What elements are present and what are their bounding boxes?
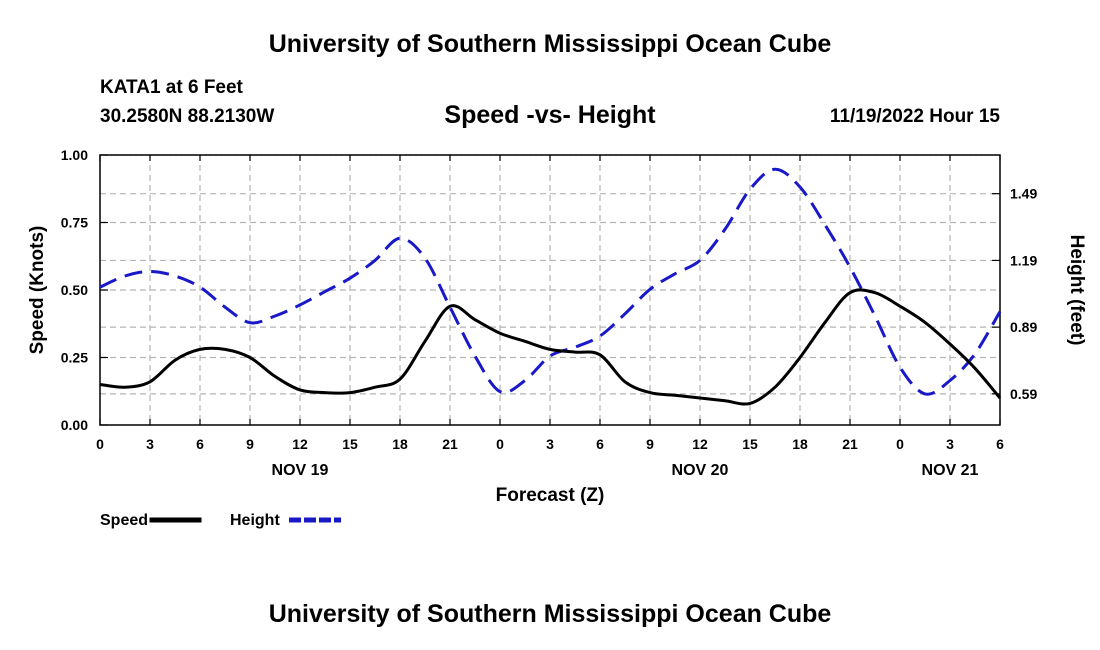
axis-labels: 0 3 6 9 12 15 18 21 0 3 6 9 12 15 18 21 0 3 6 0.00 0.25 0.50 0… (27, 147, 1087, 506)
legend-label-speed: Speed (100, 512, 148, 529)
x-tick-label: 15 (342, 436, 358, 452)
x-tick-label: 9 (646, 436, 654, 452)
series-line-speed (99, 288, 1002, 406)
axis-ticks (99, 154, 1001, 426)
x-tick-label: 6 (196, 436, 204, 452)
grid-lines (100, 154, 1000, 425)
x-tick-label: 0 (96, 436, 104, 452)
main-title: University of Southern Mississippi Ocean… (268, 30, 832, 58)
station-coordinates: 30.2580N 88.2130W (100, 106, 275, 127)
x-tick-label: 3 (146, 436, 154, 452)
legend-label-height: Height (230, 512, 280, 529)
x-tick-label: 9 (246, 436, 254, 452)
x-axis-title: Forecast (Z) (496, 485, 605, 506)
legend: Speed Height (100, 512, 341, 529)
y2-tick-label: 0.89 (1010, 319, 1037, 335)
forecast-datetime: 11/19/2022 Hour 15 (829, 106, 1000, 127)
x-tick-label: 0 (496, 436, 504, 452)
y-tick-label: 1.00 (61, 147, 88, 163)
y2-tick-label: 0.59 (1010, 386, 1037, 402)
x-tick-label: 6 (596, 436, 604, 452)
x-tick-label: 0 (896, 436, 904, 452)
chart-title: Speed -vs- Height (444, 101, 656, 129)
y-tick-label: 0.25 (61, 350, 88, 366)
x-tick-label: 12 (692, 436, 708, 452)
footer-title: University of Southern Mississippi Ocean… (268, 600, 832, 628)
data-series (99, 167, 1002, 406)
y2-axis-title: Height (feet) (1066, 235, 1087, 346)
y2-tick-label: 1.49 (1010, 186, 1037, 202)
y-tick-label: 0.50 (61, 282, 88, 298)
x-tick-label: 18 (792, 436, 808, 452)
x-tick-label: 3 (546, 436, 554, 452)
series-line-height (99, 167, 1002, 396)
y-axis-title: Speed (Knots) (27, 226, 48, 355)
x-tick-label: 12 (292, 436, 308, 452)
station-label: KATA1 at 6 Feet (100, 77, 243, 98)
x-tick-label: 21 (842, 436, 858, 452)
y-tick-label: 0.00 (61, 417, 88, 433)
x-tick-label: 3 (946, 436, 954, 452)
date-label: NOV 19 (272, 462, 329, 479)
x-tick-label: 21 (442, 436, 458, 452)
y2-tick-label: 1.19 (1010, 252, 1037, 268)
x-tick-label: 18 (392, 436, 408, 452)
date-label: NOV 20 (672, 462, 729, 479)
date-label: NOV 21 (922, 462, 979, 479)
y-tick-label: 0.75 (61, 215, 88, 231)
x-tick-label: 15 (742, 436, 758, 452)
x-tick-label: 6 (996, 436, 1004, 452)
